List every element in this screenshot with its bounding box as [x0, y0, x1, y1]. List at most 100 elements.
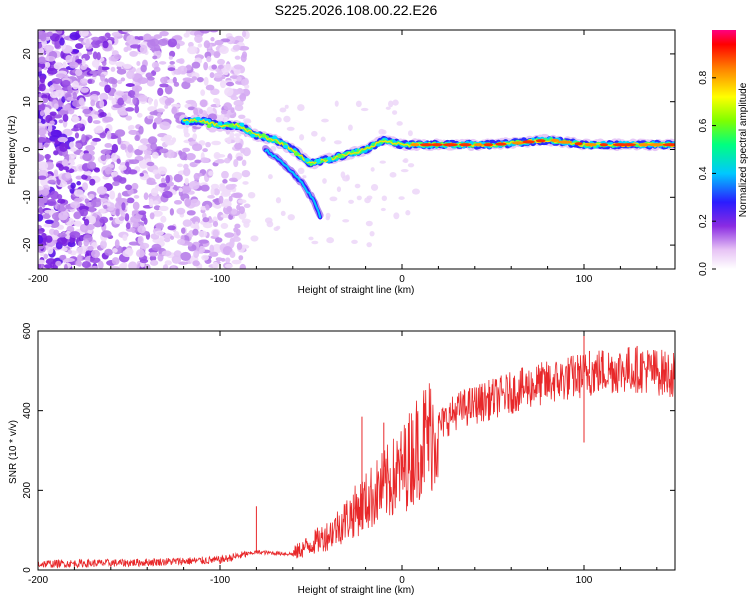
spectrogram-noise-blob: [67, 84, 72, 92]
spectrogram-noise-blob: [80, 87, 89, 93]
spectrogram-noise-blob: [236, 156, 243, 161]
spectrogram-noise-blob: [81, 174, 88, 180]
spectrogram-noise-blob: [163, 238, 171, 243]
spectrogram-noise-blob: [126, 70, 135, 79]
spectrogram-noise-blob: [243, 220, 250, 228]
spectrogram-ytick-label: 10: [22, 96, 33, 108]
spectrogram-noise-blob: [114, 239, 120, 249]
spectrogram-noise-blob: [140, 64, 147, 73]
spectrogram-noise-blob: [38, 118, 42, 123]
spectrogram-xtick-label: 100: [576, 274, 593, 285]
spectrogram-noise-blob: [356, 195, 362, 201]
spectrogram-noise-blob: [130, 215, 141, 224]
spectrogram-noise-blob: [214, 153, 226, 158]
snr-xtick-label: -100: [210, 575, 230, 586]
spectrogram-peak: [228, 123, 234, 128]
spectrogram-noise-blob: [379, 160, 386, 164]
spectrogram-noise-blob: [61, 79, 71, 87]
spectrogram-noise-blob: [72, 80, 80, 90]
spectrogram-noise-blob: [320, 136, 326, 142]
spectrogram-noise-blob: [125, 222, 131, 230]
spectrogram-noise-blob: [99, 99, 105, 109]
spectrogram-noise-blob: [99, 112, 107, 118]
spectrogram-noise-blob: [364, 197, 371, 204]
spectrogram-noise-blob: [90, 39, 101, 49]
spectrogram-noise-blob: [348, 199, 354, 204]
spectrogram-noise-blob: [96, 186, 108, 195]
spectrogram-noise-blob: [69, 141, 75, 149]
spectrogram-noise-blob: [58, 211, 69, 221]
spectrogram-noise-blob: [45, 153, 50, 161]
spectrogram-noise-blob: [152, 169, 159, 175]
spectrogram-branch: [264, 148, 322, 219]
spectrogram-noise-blob: [128, 129, 139, 135]
spectrogram-noise-blob: [153, 44, 161, 52]
spectrogram-noise-blob: [75, 246, 87, 255]
spectrogram-noise-blob: [157, 253, 164, 262]
spectrogram-noise-blob: [185, 153, 196, 161]
spectrogram-noise-blob: [250, 235, 259, 242]
spectrogram-noise-blob: [276, 225, 281, 230]
spectrogram-noise-blob: [147, 136, 158, 145]
spectrogram-noise-blob: [139, 138, 150, 144]
spectrogram-noise-blob: [55, 260, 62, 267]
spectrogram-noise-blob: [38, 83, 46, 92]
spectrogram-noise-blob: [39, 110, 45, 117]
spectrogram-noise-blob: [155, 222, 165, 230]
spectrogram-noise-blob: [72, 49, 80, 54]
spectrogram-noise-blob: [229, 131, 235, 139]
spectrogram-peak: [239, 122, 245, 127]
spectrogram-noise-blob: [132, 96, 137, 105]
spectrogram-noise-blob: [214, 159, 225, 164]
spectrogram-noise-blob: [164, 260, 172, 266]
spectrogram-noise-blob: [151, 151, 159, 159]
spectrogram-noise-blob: [123, 46, 129, 53]
spectrogram-noise-blob: [197, 43, 203, 48]
spectrogram-ytick-label: -10: [22, 190, 33, 205]
spectrogram-noise-blob: [179, 151, 188, 161]
spectrogram-noise-blob: [73, 189, 84, 197]
spectrogram-noise-blob: [224, 157, 231, 164]
spectrogram-noise-blob: [45, 235, 53, 243]
spectrogram-noise-blob: [72, 91, 78, 100]
spectrogram-noise-blob: [183, 132, 190, 138]
spectrogram-noise-blob: [109, 190, 116, 200]
spectrogram-noise-blob: [205, 84, 215, 91]
spectrogram-noise-blob: [77, 240, 83, 247]
snr-series-line: [38, 345, 675, 569]
spectrogram-noise-blob: [218, 195, 224, 204]
spectrogram-noise-blob: [107, 95, 114, 101]
spectrogram-noise-blob: [38, 235, 44, 244]
spectrogram-noise-blob: [322, 178, 327, 184]
spectrogram-peak: [522, 140, 535, 144]
spectrogram-noise-blob: [392, 99, 399, 106]
spectrogram-noise-blob: [75, 123, 83, 129]
spectrogram-noise-blob: [137, 144, 148, 151]
spectrogram-noise-blob: [241, 78, 249, 86]
spectrogram-noise-blob: [213, 188, 220, 196]
spectrogram-xlabel: Height of straight line (km): [298, 285, 415, 296]
spectrogram-noise-blob: [87, 115, 93, 124]
spectrogram-noise-blob: [212, 98, 219, 103]
spectrogram-noise-blob: [224, 263, 233, 269]
spectrogram-noise-blob: [325, 216, 330, 221]
spectrogram-noise-blob: [392, 110, 398, 115]
spectrogram-noise-blob: [41, 118, 46, 124]
spectrogram-noise-blob: [90, 140, 98, 146]
snr-ytick-label: 200: [22, 482, 33, 499]
spectrogram-noise-blob: [223, 69, 229, 76]
spectrogram-noise-blob: [244, 84, 250, 89]
spectrogram-noise-blob: [38, 154, 45, 162]
spectrogram-noise-blob: [167, 38, 178, 48]
spectrogram-noise-blob: [234, 136, 241, 144]
spectrogram-noise-blob: [220, 222, 229, 230]
spectrogram-noise-blob: [400, 169, 409, 173]
spectrogram-noise-blob: [111, 98, 117, 106]
spectrogram-peak: [574, 142, 583, 146]
spectrogram-noise-blob: [183, 163, 189, 170]
spectrogram-noise-blob: [66, 136, 75, 142]
spectrogram-noise-blob: [345, 174, 350, 181]
spectrogram-noise-blob: [85, 38, 90, 48]
spectrogram-noise-blob: [78, 97, 85, 106]
